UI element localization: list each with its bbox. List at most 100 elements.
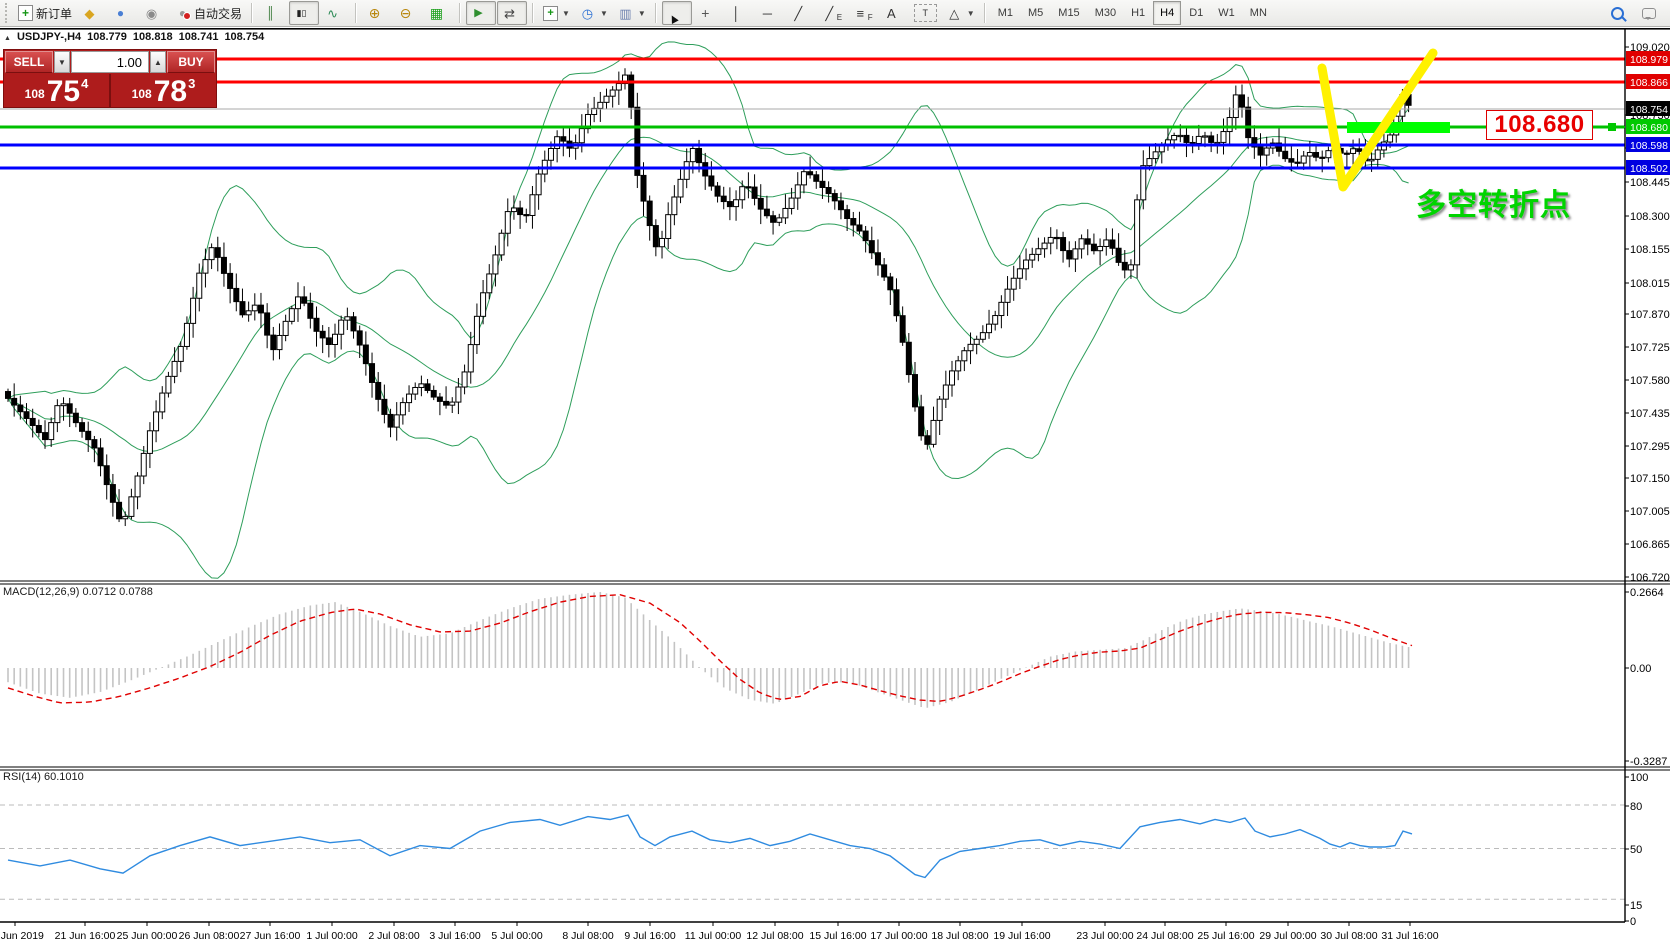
label-button[interactable]: T: [910, 1, 941, 25]
svg-text:108.598: 108.598: [1630, 140, 1668, 152]
dropdown-arrow-icon[interactable]: ▼: [599, 8, 608, 18]
svg-text:15 Jul 16:00: 15 Jul 16:00: [809, 930, 866, 942]
timeframe-h4-button[interactable]: H4: [1153, 1, 1182, 25]
volume-increase-button[interactable]: ▲: [150, 51, 166, 73]
svg-text:8 Jul 08:00: 8 Jul 08:00: [562, 930, 614, 942]
autotrade-button[interactable]: ● 自动交易: [170, 1, 246, 25]
volume-decrease-button[interactable]: ▼: [54, 51, 70, 73]
tool-sub-letter: E: [836, 12, 843, 22]
market-button[interactable]: ◆: [77, 1, 107, 25]
price-badge: 108.598: [1626, 137, 1670, 152]
buy-button[interactable]: BUY: [167, 51, 215, 73]
candle-chart-button[interactable]: ▮▯: [289, 1, 320, 25]
quote-close: 108.754: [224, 31, 265, 43]
timeframe-m1-button[interactable]: M1: [997, 7, 1013, 19]
timeframe-d1-button[interactable]: D1: [1189, 7, 1204, 19]
svg-text:12 Jul 08:00: 12 Jul 08:00: [746, 930, 803, 942]
price-badge: 108.866: [1626, 74, 1670, 89]
new-order-icon: +: [18, 5, 33, 21]
timeframe-m5-button[interactable]: M5: [1028, 7, 1044, 19]
svg-text:31 Jul 16:00: 31 Jul 16:00: [1381, 930, 1438, 942]
horizontal-line-button[interactable]: ─: [755, 1, 785, 25]
svg-text:108.866: 108.866: [1630, 77, 1668, 89]
indicators-button[interactable]: + ▼: [539, 1, 574, 25]
svg-text:2 Jul 08:00: 2 Jul 08:00: [368, 930, 420, 942]
svg-text:25 Jun 00:00: 25 Jun 00:00: [117, 930, 178, 942]
search-button[interactable]: [1605, 1, 1635, 25]
line-chart-button[interactable]: ∿: [320, 1, 350, 25]
community-icon: ●: [116, 6, 125, 20]
shapes-button[interactable]: △ ▼: [942, 1, 979, 25]
trendline-button[interactable]: ╱: [786, 1, 816, 25]
timeframe-mn-button[interactable]: MN: [1249, 7, 1267, 19]
sell-price-point: 4: [81, 76, 89, 91]
zoom-in-button[interactable]: ⊕: [362, 1, 392, 25]
text-button[interactable]: A: [879, 1, 909, 25]
volume-input[interactable]: 1.00: [71, 51, 149, 73]
panel-toggle-icon[interactable]: [4, 31, 11, 43]
fibonacci-button[interactable]: ≡ F: [848, 1, 878, 25]
autotrade-button-label: 自动交易: [194, 6, 243, 21]
horizontal-line-icon: ─: [762, 5, 772, 21]
dropdown-arrow-icon[interactable]: ▼: [637, 8, 646, 18]
sell-price-pips: 75: [46, 75, 81, 108]
sell-button[interactable]: SELL: [5, 51, 53, 73]
svg-text:107.580: 107.580: [1630, 375, 1670, 387]
svg-text:108.300: 108.300: [1630, 211, 1670, 223]
svg-text:19 Jul 16:00: 19 Jul 16:00: [993, 930, 1050, 942]
svg-text:11 Jul 00:00: 11 Jul 00:00: [685, 930, 742, 942]
templates-button[interactable]: ▥ ▼: [613, 1, 650, 25]
svg-text:108.979: 108.979: [1630, 54, 1668, 66]
buy-price[interactable]: 108 78 3: [109, 74, 216, 107]
annotation-highlight-bar[interactable]: [1347, 122, 1450, 133]
signals-button[interactable]: ◉: [139, 1, 169, 25]
svg-text:25 Jul 16:00: 25 Jul 16:00: [1197, 930, 1254, 942]
svg-text:100: 100: [1630, 772, 1648, 784]
tile-windows-button[interactable]: ▦: [424, 1, 454, 25]
line-chart-icon: ∿: [327, 5, 338, 21]
vertical-line-icon: │: [732, 5, 741, 21]
vertical-line-button[interactable]: │: [724, 1, 754, 25]
svg-text:20 Jun 2019: 20 Jun 2019: [0, 930, 44, 942]
annotation-v-mark[interactable]: [1317, 48, 1438, 192]
toolbar-separator: [532, 3, 535, 23]
timeframe-w1-button[interactable]: W1: [1218, 7, 1235, 19]
search-icon: [1609, 5, 1626, 21]
svg-text:9 Jul 16:00: 9 Jul 16:00: [624, 930, 676, 942]
timeframe-h1-button[interactable]: H1: [1131, 7, 1146, 19]
toolbar-separator: [251, 3, 254, 23]
channel-icon: ╱: [825, 5, 834, 21]
chart-shift-button[interactable]: ⇄: [497, 1, 528, 25]
rsi-indicator-label: RSI(14) 60.1010: [3, 771, 84, 783]
price-callout-label[interactable]: 108.680: [1486, 110, 1593, 140]
candles-layer: [5, 68, 1412, 527]
crosshair-icon: +: [701, 5, 710, 21]
bar-chart-button[interactable]: ║: [258, 1, 288, 25]
crosshair-button[interactable]: +: [693, 1, 723, 25]
bar-chart-icon: ║: [266, 6, 275, 20]
timeframe-m30-button[interactable]: M30: [1094, 7, 1117, 19]
new-order-button[interactable]: + 新订单: [14, 1, 76, 25]
channel-button[interactable]: ╱ E: [817, 1, 847, 25]
quote-bar: USDJPY-,H4 108.779 108.818 108.741 108.7…: [4, 31, 264, 43]
auto-scroll-button[interactable]: ▶: [466, 1, 497, 25]
timeframe-m15-button[interactable]: M15: [1058, 7, 1080, 19]
periods-button[interactable]: ◷ ▼: [575, 1, 612, 25]
cursor-button[interactable]: ▶: [661, 1, 692, 25]
zoom-out-button[interactable]: ⊖: [393, 1, 423, 25]
dropdown-arrow-icon[interactable]: ▼: [966, 8, 975, 18]
annotation-note-text[interactable]: 多空转折点: [1416, 189, 1571, 222]
community-button[interactable]: ●: [108, 1, 138, 25]
sell-price[interactable]: 108 75 4: [4, 74, 109, 107]
chat-button[interactable]: [1636, 1, 1666, 25]
price-axis[interactable]: 109.020108.730108.585108.445108.300108.1…: [1625, 42, 1670, 928]
callout-connector-marker: [1608, 123, 1616, 131]
macd-indicator-label: MACD(12,26,9) 0.0712 0.0788: [3, 586, 153, 598]
svg-text:106.720: 106.720: [1630, 572, 1670, 584]
dropdown-arrow-icon[interactable]: ▼: [562, 8, 570, 18]
text-icon: A: [886, 5, 896, 21]
svg-text:107.005: 107.005: [1630, 506, 1670, 518]
